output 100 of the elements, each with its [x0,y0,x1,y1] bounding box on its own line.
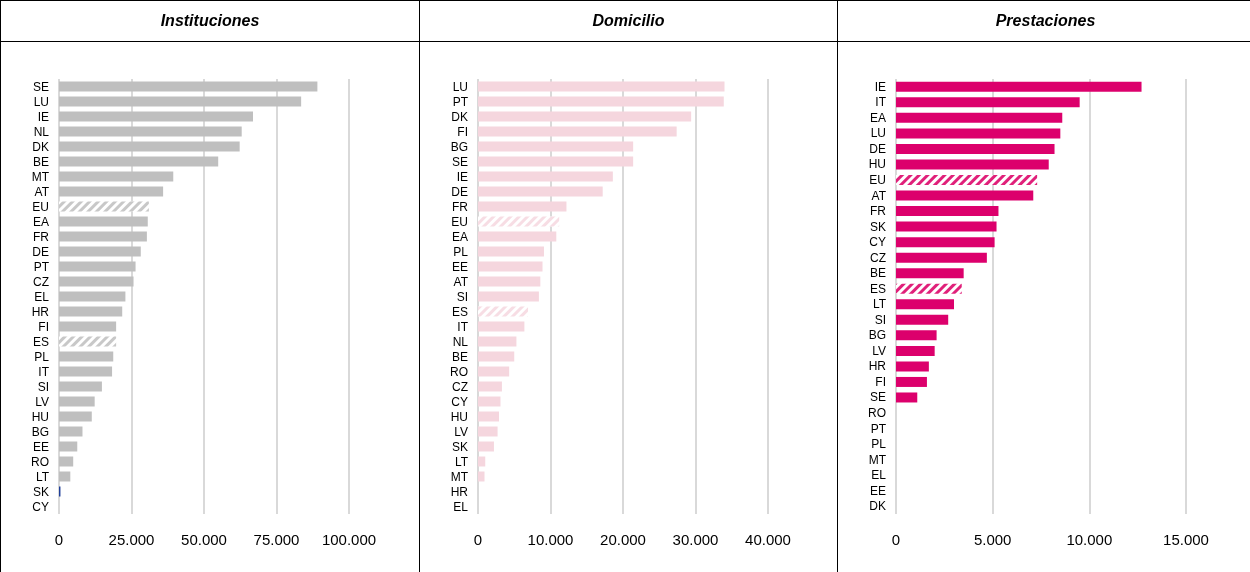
y-tick-label: EE [869,483,886,498]
y-tick-label: PT [33,259,50,274]
y-tick-label: EL [871,468,887,483]
y-tick-label: RO [868,406,886,421]
y-tick-label: DE [869,141,886,156]
y-tick-label: DK [32,139,49,154]
y-tick-label: HU [450,409,468,424]
y-tick-label: CZ [33,274,49,289]
y-tick-label: PT [452,94,469,109]
y-tick-label: EA [869,110,886,125]
x-tick-label: 0 [891,531,901,548]
y-tick-label: PL [453,244,469,259]
y-tick-label: DE [451,184,468,199]
y-tick-label: AT [453,274,469,289]
y-tick-label: EL [453,499,469,514]
y-tick-label: DK [451,109,468,124]
chart-title: Domicilio [420,1,837,42]
y-tick-label: MT [868,452,887,467]
y-tick-label: EU [451,214,468,229]
y-tick-label: LT [872,297,887,312]
y-tick-label: SE [869,390,886,405]
y-tick-label: BE [451,349,468,364]
x-tick-label: 10.000 [527,531,574,548]
x-tick-label: 20.000 [600,531,646,548]
x-tick-label: 10.000 [1066,531,1113,548]
y-tick-label: EU [32,199,49,214]
y-tick-label: CZ [870,250,886,265]
y-tick-label: RO [31,454,49,469]
x-tick-label: 75.000 [253,531,300,548]
y-tick-label: HR [31,304,50,319]
y-tick-label: HR [868,359,887,374]
y-tick-label: LV [872,343,886,358]
y-tick-label: FR [452,199,469,214]
y-tick-label: DK [869,499,886,514]
x-tick-label: 0 [54,531,64,548]
y-tick-label: ES [32,334,49,349]
x-tick-label: 0 [473,531,483,548]
y-tick-label: LV [35,394,49,409]
y-tick-label: IE [456,169,468,184]
y-tick-label: DE [32,244,49,259]
y-tick-label: FR [870,204,887,219]
y-tick-label: FI [457,124,468,139]
y-tick-label: LT [35,469,50,484]
y-tick-label: EE [32,439,49,454]
y-tick-label: MT [31,169,50,184]
y-tick-label: FI [38,319,49,334]
y-tick-label: EL [34,289,50,304]
y-tick-label: CZ [452,379,468,394]
y-tick-label: SI [874,312,886,327]
y-tick-label: CY [32,499,49,514]
y-tick-label: SI [456,289,468,304]
y-tick-label: CY [869,235,886,250]
y-tick-label: SK [451,439,468,454]
y-tick-label: FR [33,229,50,244]
y-tick-label: LU [452,79,468,94]
y-tick-label: RO [450,364,468,379]
chart-title: Instituciones [1,1,419,42]
y-tick-label: NL [452,334,469,349]
x-tick-label: 30.000 [672,531,719,548]
y-tick-label: SK [869,219,886,234]
y-tick-label: EU [869,172,886,187]
y-tick-label: HU [868,157,886,172]
y-tick-label: LU [33,94,49,109]
y-tick-label: LV [454,424,468,439]
y-tick-label: IT [457,319,469,334]
y-tick-label: AT [34,184,50,199]
y-tick-label: BG [868,328,886,343]
y-tick-label: IT [875,95,887,110]
y-tick-label: SI [37,379,49,394]
x-tick-label: 100.000 [321,531,377,548]
y-tick-label: NL [33,124,50,139]
y-tick-label: PL [871,437,887,452]
y-tick-label: EE [451,259,468,274]
y-tick-label: FI [875,374,886,389]
y-tick-label: SE [451,154,468,169]
y-tick-label: BG [450,139,468,154]
x-tick-label: 5.000 [973,531,1012,548]
y-tick-label: ES [451,304,468,319]
x-tick-label: 50.000 [181,531,227,548]
y-tick-label: HR [450,484,469,499]
y-tick-label: IE [37,109,49,124]
y-tick-label: EA [451,229,468,244]
chart-title: Prestaciones [838,1,1250,42]
y-tick-label: MT [450,469,469,484]
y-tick-label: PL [34,349,50,364]
y-tick-label: IT [38,364,50,379]
y-tick-label: EA [32,214,49,229]
y-tick-label: HU [31,409,49,424]
x-tick-label: 15.000 [1163,531,1209,548]
x-tick-label: 40.000 [745,531,791,548]
y-tick-label: AT [871,188,887,203]
y-tick-label: PT [870,421,887,436]
y-tick-label: BE [32,154,49,169]
y-tick-label: SE [32,79,49,94]
y-tick-label: BE [869,266,886,281]
y-tick-label: CY [451,394,468,409]
y-tick-label: LU [870,126,886,141]
y-tick-label: BG [31,424,49,439]
y-tick-label: IE [874,79,886,94]
y-tick-label: ES [869,281,886,296]
